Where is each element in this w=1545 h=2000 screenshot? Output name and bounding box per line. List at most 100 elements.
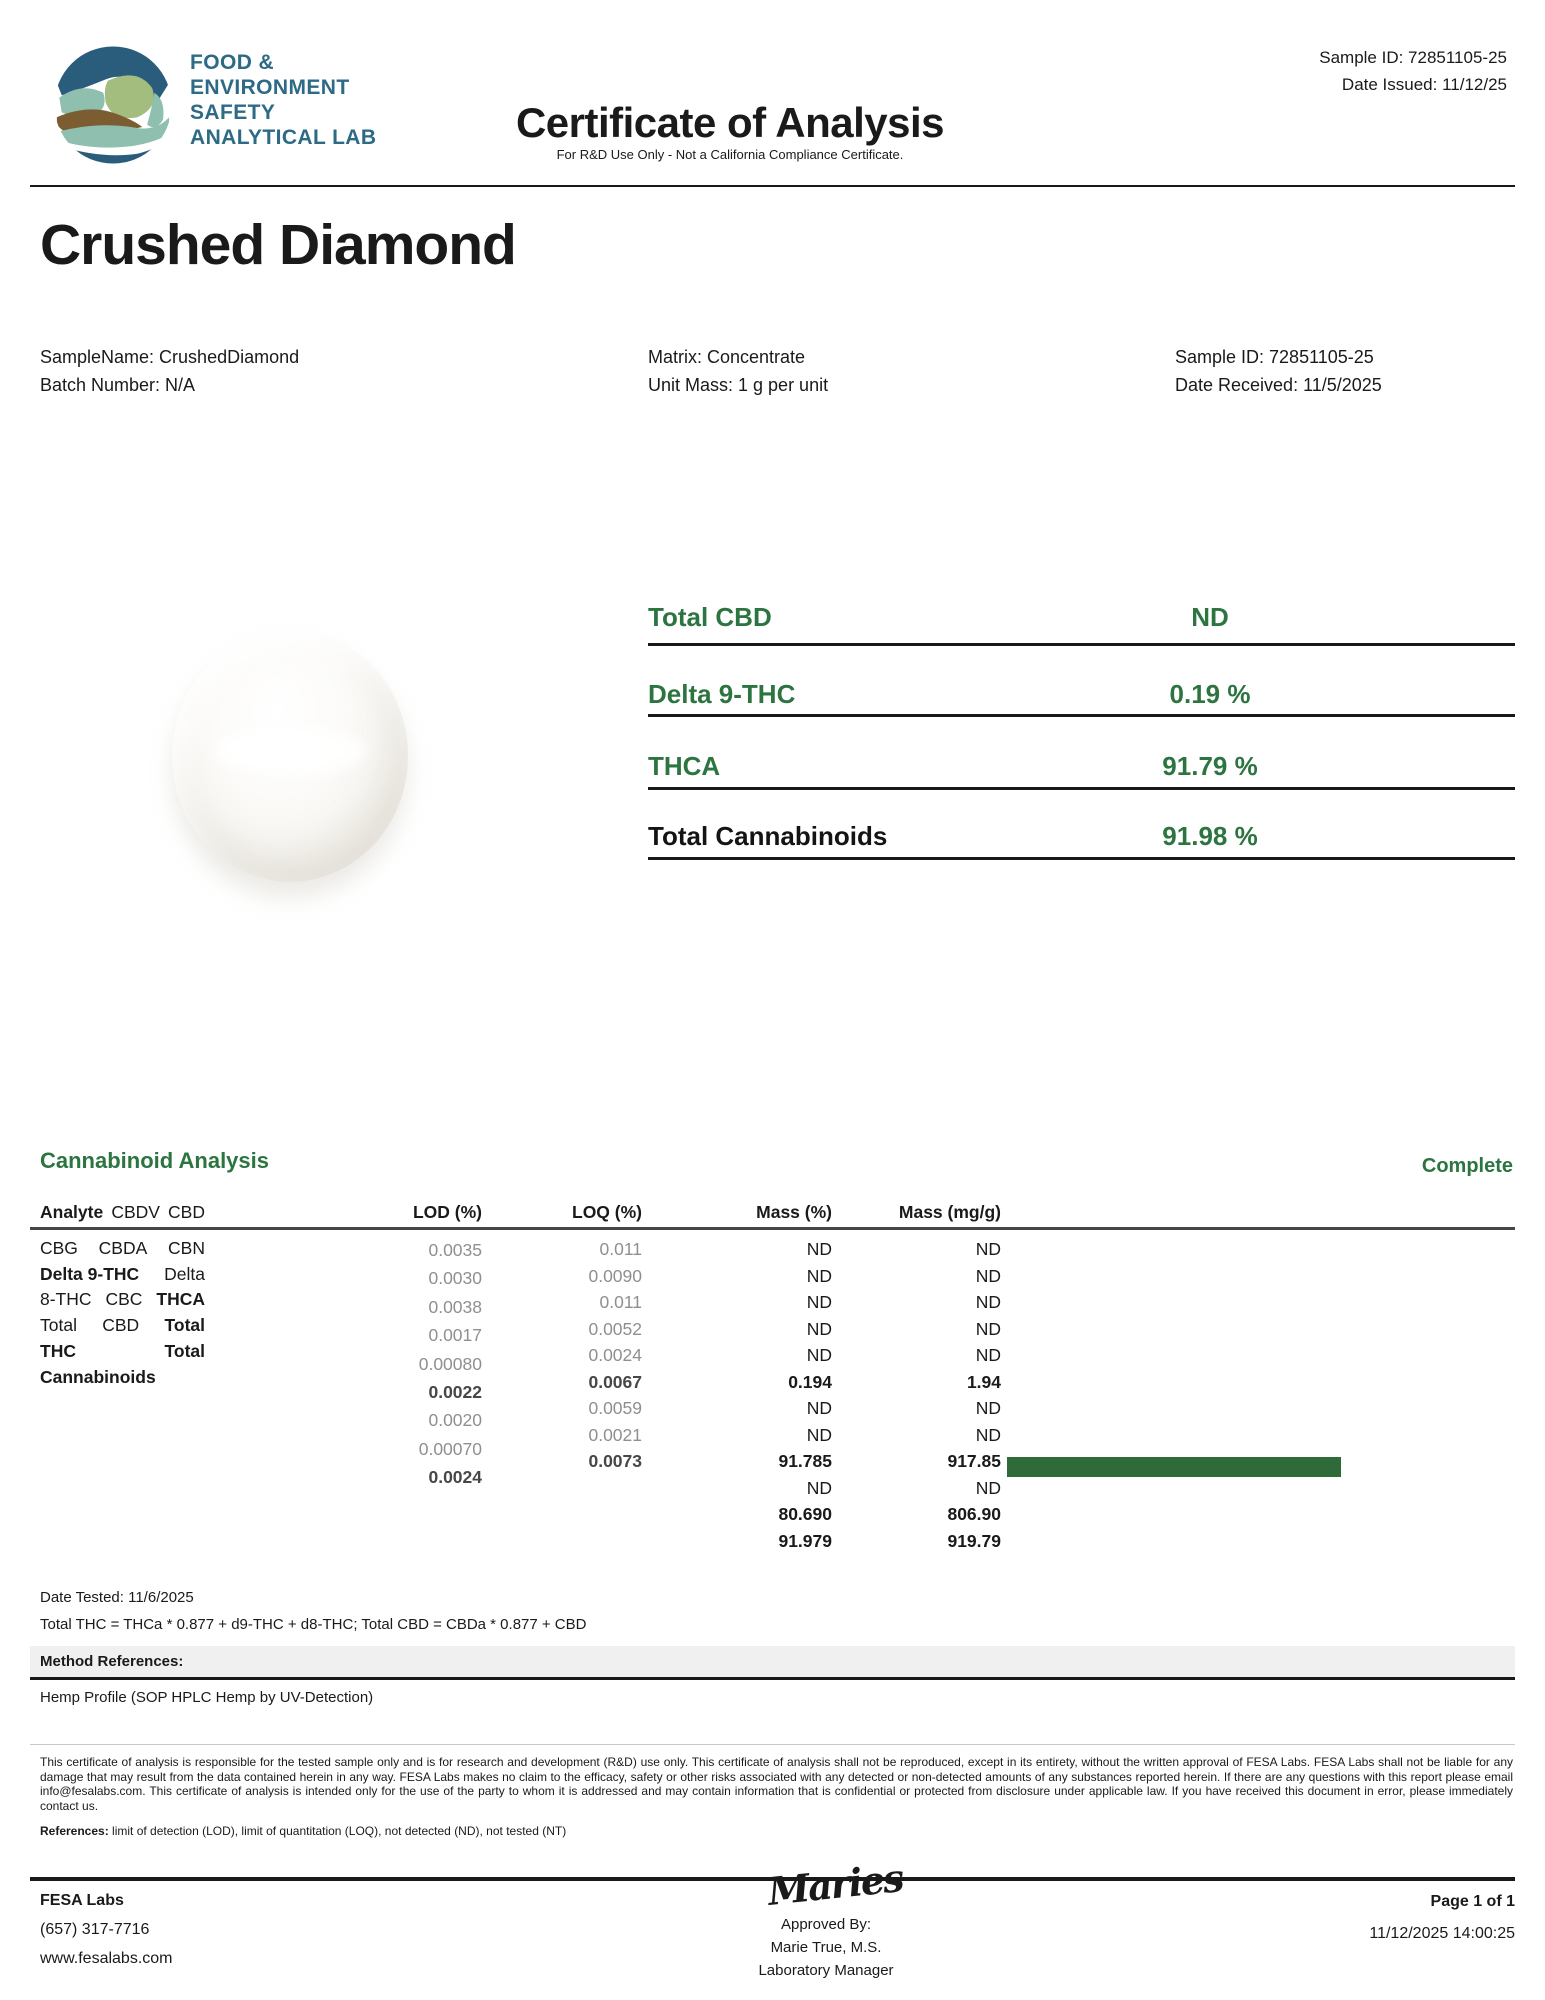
analyte: CBDA (98, 1238, 148, 1258)
cell: ND (975, 1239, 1001, 1259)
analyte: Total (164, 1315, 205, 1336)
cell: 0.0024 (428, 1467, 482, 1488)
section-title: Cannabinoid Analysis (40, 1148, 270, 1173)
table-header-lod: LOD (%) (412, 1202, 482, 1222)
cell: 1.94 (966, 1371, 1001, 1392)
header-cell: Analyte (40, 1202, 104, 1222)
photo-highlight (214, 725, 366, 777)
cell: ND (975, 1265, 1001, 1286)
analyte: Delta 9-THC (40, 1263, 140, 1284)
cell: 0.0035 (428, 1240, 482, 1260)
footer-center: Approved By: Marie True, M.S. Laboratory… (676, 1913, 976, 1982)
cell: ND (806, 1398, 832, 1418)
certificate-header: Certificate of Analysis For R&D Use Only… (380, 99, 1080, 163)
cell: 0.0067 (588, 1371, 642, 1392)
cell: 0.00080 (418, 1353, 482, 1374)
cell: 0.0030 (428, 1268, 482, 1289)
cell: 0.0073 (588, 1451, 642, 1471)
page-number: Page 1 of 1 (1430, 1893, 1515, 1910)
logo-line: ANALYTICAL LAB (190, 126, 377, 149)
thca-bar (1007, 1457, 1341, 1477)
cell: ND (975, 1424, 1001, 1445)
sample-info-col2: Matrix: Concentrate Unit Mass: 1 g per u… (648, 344, 828, 399)
row-divider (648, 787, 1515, 790)
analyte-line: Delta 9-THC Delta (40, 1262, 205, 1288)
analyte: Cannabinoids (40, 1366, 156, 1387)
table-header-loq: LOQ (%) (572, 1202, 642, 1222)
unit-mass: Unit Mass: 1 g per unit (648, 374, 829, 395)
analyte: CBC (105, 1289, 143, 1310)
cell: 91.979 (778, 1530, 832, 1551)
cell: ND (975, 1318, 1001, 1339)
analyte-column: CBG CBDA CBN Delta 9-THC Delta 8-THC CBC… (40, 1236, 205, 1390)
header-divider (30, 185, 1515, 187)
row-divider (648, 643, 1515, 646)
footer-divider (30, 1877, 1515, 1881)
summary-value: 91.98 % (1162, 821, 1258, 851)
cell: 0.0017 (428, 1325, 482, 1346)
cell: 806.90 (947, 1504, 1001, 1524)
cell: ND (806, 1424, 832, 1445)
certificate-title: Certificate of Analysis (515, 99, 945, 146)
summary-label: Delta 9-THC (648, 679, 796, 709)
cell: ND (806, 1292, 832, 1312)
summary-table: Total CBD ND Delta 9-THC 0.19 % THCA 91.… (648, 598, 1515, 868)
mass-mgg-column: ND ND ND ND ND 1.94 ND ND 917.85 ND 806.… (820, 1236, 1001, 1554)
footer-left: FESA Labs (657) 317-7716 www.fesalabs.co… (40, 1886, 173, 1973)
method-reference: Hemp Profile (SOP HPLC Hemp by UV-Detect… (40, 1689, 374, 1706)
date-issued-text: Date Issued: 11/12/25 (1341, 75, 1507, 94)
date-received: Date Received: 11/5/2025 (1175, 374, 1382, 395)
row-divider (648, 857, 1515, 860)
product-title: Crushed Diamond (40, 213, 517, 277)
sample-info-col3: Sample ID: 72851105-25 Date Received: 11… (1175, 344, 1382, 399)
timestamp: 11/12/2025 14:00:25 (1369, 1925, 1515, 1942)
cell: 0.0024 (588, 1345, 642, 1365)
table-header-mass-mgg: Mass (mg/g) (898, 1202, 1001, 1222)
table-header-mass-pct: Mass (%) (756, 1202, 832, 1222)
batch-number: Batch Number: N/A (40, 374, 196, 395)
cell: ND (806, 1318, 832, 1339)
analyte: Total (40, 1315, 77, 1336)
analyte: CBN (168, 1238, 205, 1258)
cell: 0.194 (788, 1371, 832, 1392)
cell: 0.00070 (418, 1438, 482, 1459)
lod-column: 0.0035 0.0030 0.0038 0.0017 0.00080 0.00… (300, 1236, 482, 1492)
approver-title: Laboratory Manager (758, 1962, 894, 1979)
cell: ND (975, 1398, 1001, 1418)
website-link[interactable]: www.fesalabs.com (40, 1950, 173, 1967)
logo-text: FOOD & ENVIRONMENT SAFETY ANALYTICAL LAB (190, 50, 376, 150)
mass-pct-column: ND ND ND ND ND 0.194 ND ND 91.785 ND 80.… (650, 1236, 832, 1554)
cell: ND (806, 1345, 832, 1365)
sample-id: Sample ID: 72851105-25 (1175, 347, 1374, 367)
cell: 0.0052 (588, 1318, 642, 1339)
cell: ND (806, 1477, 832, 1498)
analyte: THCA (156, 1289, 205, 1310)
status-badge: Complete (1421, 1155, 1513, 1177)
approved-by-label: Approved By: (780, 1916, 872, 1933)
product-photo (172, 630, 408, 882)
header-cell: CBD (168, 1202, 205, 1222)
cell: 0.0090 (588, 1265, 642, 1286)
header-cell: CBDV (111, 1202, 160, 1222)
analyte-line: Total CBD Total (40, 1313, 205, 1339)
summary-label: THCA (648, 751, 721, 781)
summary-value: 0.19 % (1169, 679, 1251, 709)
matrix: Matrix: Concentrate (648, 347, 806, 367)
cell: ND (975, 1477, 1001, 1498)
cell: 91.785 (778, 1451, 832, 1471)
analyte: Total (164, 1340, 205, 1361)
cell: 0.0059 (588, 1398, 642, 1418)
summary-label: Total Cannabinoids (648, 821, 888, 851)
analyte: CBD (102, 1315, 140, 1336)
sample-info-col1: SampleName: CrushedDiamond Batch Number:… (40, 344, 299, 399)
disclaimer-text: This certificate of analysis is responsi… (40, 1755, 1513, 1813)
analyte: Delta (164, 1263, 205, 1284)
sample-id-text: Sample ID: 72851105-25 (1319, 48, 1507, 67)
cell: ND (975, 1345, 1001, 1365)
references-body: limit of detection (LOD), limit of quant… (108, 1824, 567, 1838)
certificate-subtitle: For R&D Use Only - Not a California Comp… (556, 147, 904, 162)
analyte: 8-THC (40, 1289, 92, 1310)
analyte-line: Cannabinoids (40, 1365, 205, 1391)
analyte: THC (40, 1340, 76, 1361)
